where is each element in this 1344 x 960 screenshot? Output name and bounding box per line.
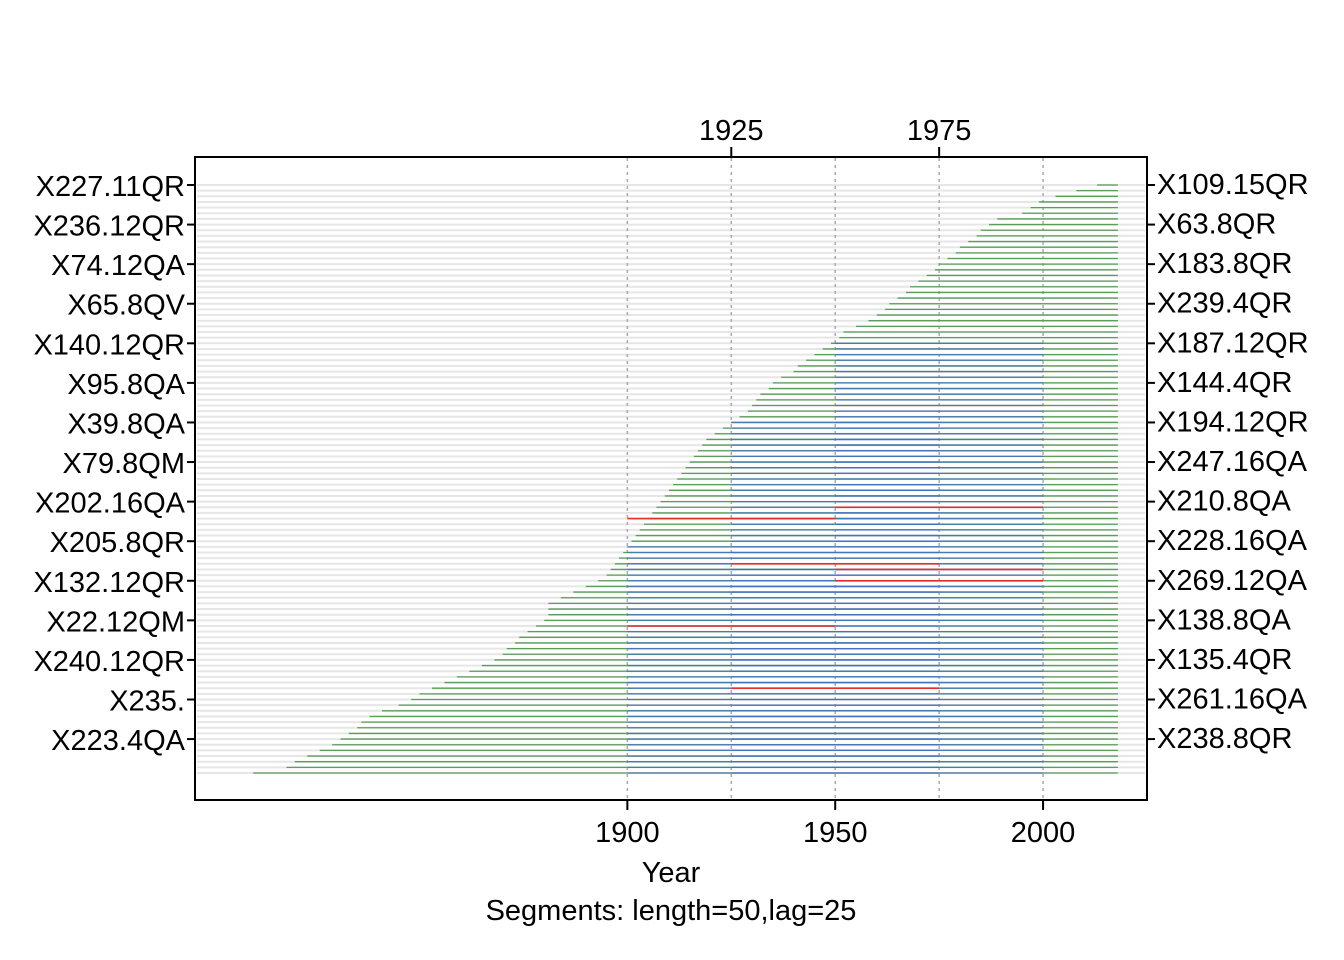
series-label: X228.16QA bbox=[1157, 525, 1308, 557]
x-tick-label: 1900 bbox=[595, 817, 660, 849]
series-label: X144.4QR bbox=[1157, 367, 1292, 399]
series-label: X205.8QR bbox=[50, 527, 185, 559]
x-axis-title: Year bbox=[642, 857, 701, 889]
series-label: X79.8QM bbox=[63, 448, 186, 480]
x-tick-label: 2000 bbox=[1011, 817, 1076, 849]
series-label: X22.12QM bbox=[46, 606, 185, 638]
series-label: X236.12QR bbox=[33, 211, 185, 243]
series-label: X202.16QA bbox=[35, 488, 186, 520]
series-label: X194.12QR bbox=[1157, 406, 1309, 438]
series-label: X210.8QA bbox=[1157, 486, 1291, 518]
gridlines bbox=[626, 158, 1044, 799]
series-label: X140.12QR bbox=[33, 329, 185, 361]
x-tick-label: 1950 bbox=[803, 817, 868, 849]
series-label: X227.11QR bbox=[36, 171, 185, 203]
series-label: X135.4QR bbox=[1157, 644, 1292, 676]
series-label: X238.8QR bbox=[1157, 723, 1292, 755]
series-label: X269.12QA bbox=[1157, 565, 1308, 597]
series-label: X63.8QR bbox=[1157, 209, 1276, 241]
right-series-labels: X109.15QR X63.8QR X183.8QR X239.4QR X187.12Q… bbox=[1147, 169, 1309, 755]
plot-frame bbox=[194, 156, 1148, 801]
series-label: X235. bbox=[109, 686, 185, 718]
axes: 1900 1950 2000 1925 1975 bbox=[595, 115, 1075, 849]
top-tick-label: 1975 bbox=[907, 115, 972, 147]
series-label: X183.8QR bbox=[1157, 248, 1292, 280]
series-label: X109.15QR bbox=[1157, 169, 1309, 201]
series-label: X65.8QV bbox=[67, 290, 185, 322]
series-label: X223.4QA bbox=[51, 725, 185, 757]
chart-subtitle: Segments: length=50,lag=25 bbox=[486, 895, 857, 927]
series-label: X261.16QA bbox=[1157, 684, 1308, 716]
series-label: X95.8QA bbox=[67, 369, 185, 401]
left-series-labels: X227.11QR X236.12QR X74.12QA X65.8QV X140.12… bbox=[33, 171, 195, 757]
series-label: X39.8QA bbox=[67, 408, 185, 440]
series-label: X132.12QR bbox=[33, 567, 185, 599]
series-label: X247.16QA bbox=[1157, 446, 1308, 478]
top-tick-label: 1925 bbox=[699, 115, 764, 147]
series-label: X74.12QA bbox=[51, 250, 185, 282]
series-label: X240.12QR bbox=[33, 646, 185, 678]
series-label: X187.12QR bbox=[1157, 327, 1309, 359]
series-segments bbox=[253, 184, 1118, 774]
series-label: X239.4QR bbox=[1157, 288, 1292, 320]
series-label: X138.8QA bbox=[1157, 604, 1291, 636]
